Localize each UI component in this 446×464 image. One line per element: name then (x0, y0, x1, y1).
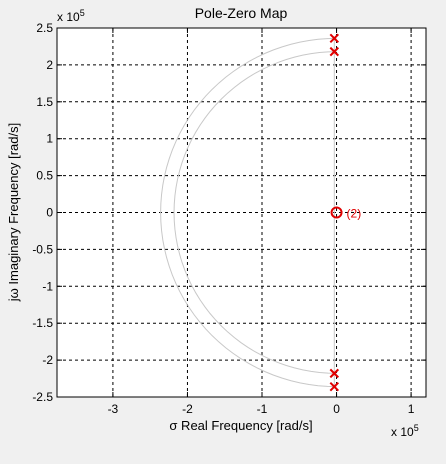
pole-marker (329, 46, 340, 57)
y-tick-label: 0 (46, 206, 53, 220)
pole-stroke (329, 368, 340, 379)
y-tick-label: 0.5 (36, 169, 53, 183)
x-tick-labels: -3 -2 -1 0 1 (108, 402, 415, 416)
pole-marker (329, 381, 340, 392)
x-tick-label: -1 (257, 402, 268, 416)
y-axis-label: jω Imaginary Frequency [rad/s] (6, 123, 21, 303)
y-tick-label: 1.5 (36, 95, 53, 109)
y-tick-label: -1 (42, 279, 53, 293)
pole-stroke (329, 381, 340, 392)
x-tick-label: 0 (333, 402, 340, 416)
y-tick-labels: 2.5 2 1.5 1 0.5 0 -0.5 -1 -1.5 -2 -2.5 (32, 21, 53, 404)
tick-marks (57, 27, 426, 398)
x-scale-label: x 105 (391, 423, 419, 439)
pole-stroke (329, 33, 340, 44)
pole-zero-markers: (2) (329, 33, 362, 392)
frequency-arc (160, 37, 337, 388)
grid-lines (57, 28, 426, 397)
pole-marker (329, 33, 340, 44)
damping-arcs (160, 37, 337, 388)
y-tick-label: -2.5 (32, 390, 53, 404)
zero-marker (330, 206, 343, 219)
y-tick-label: 1 (46, 132, 53, 146)
zero-multiplicity-label: (2) (347, 207, 362, 221)
x-tick-label: -2 (182, 402, 193, 416)
y-tick-label: -1.5 (32, 316, 53, 330)
x-axis-label: σ Real Frequency [rad/s] (169, 418, 312, 433)
chart-title: Pole-Zero Map (195, 5, 288, 21)
y-scale-label: x 105 (57, 8, 85, 24)
frequency-arc (173, 51, 337, 374)
pole-marker (329, 368, 340, 379)
pole-stroke (329, 46, 340, 57)
x-tick-label: 1 (408, 402, 415, 416)
x-tick-label: -3 (108, 402, 119, 416)
y-tick-label: -2 (42, 353, 53, 367)
y-tick-label: 2.5 (36, 21, 53, 35)
y-tick-label: -0.5 (32, 242, 53, 256)
y-tick-label: 2 (46, 58, 53, 72)
